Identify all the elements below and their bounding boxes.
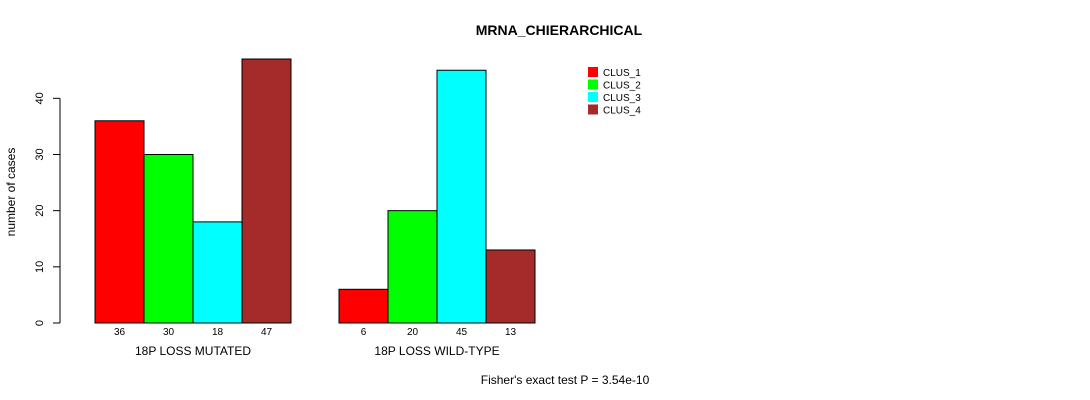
legend-label: CLUS_2 [603,81,641,92]
bar-value-label: 47 [261,327,273,338]
bar-value-label: 45 [456,327,468,338]
bar-clus-1-group-2 [338,288,389,324]
bar-clus-4-group-2 [485,249,536,324]
fisher-test-footnote: Fisher's exact test P = 3.54e-10 [481,373,650,387]
legend-swatch-clus-1 [588,67,598,77]
y-axis: 0 10 20 30 40 [34,92,61,326]
group-label: 18P LOSS WILD-TYPE [374,344,499,358]
legend-swatch-clus-4 [588,104,598,115]
y-tick-label: 20 [34,205,46,217]
bar-clus-3-group-1 [192,221,243,324]
legend-label: CLUS_3 [603,93,641,104]
legend-label: CLUS_4 [603,106,641,117]
group-label: 18P LOSS MUTATED [135,344,251,358]
group-labels: 18P LOSS MUTATED 18P LOSS WILD-TYPE [135,344,500,358]
bar-value-label: 18 [212,327,224,338]
bar-clus-4-group-1 [241,58,292,324]
bar-value-label: 36 [114,327,126,338]
bar-value-label: 20 [407,327,419,338]
y-tick-label: 30 [34,148,46,160]
bar-value-label: 30 [163,327,175,338]
legend-swatch-clus-3 [588,92,598,102]
chart-title: MRNA_CHIERARCHICAL [476,22,643,38]
y-tick-label: 10 [34,261,46,273]
bar-clus-1-group-1 [94,120,145,324]
bar-clus-3-group-2 [436,69,487,324]
bar-clus-2-group-2 [387,210,438,324]
bars: 36 30 18 47 6 20 45 13 [94,58,536,338]
legend-label: CLUS_1 [603,68,641,79]
y-tick-label: 40 [34,92,46,104]
legend-swatch-clus-2 [588,79,598,90]
bar-value-label: 6 [361,327,367,338]
bar-value-label: 13 [505,327,517,338]
y-tick-label: 0 [34,320,46,326]
bar-clus-2-group-1 [143,153,194,324]
y-axis-label: number of cases [4,148,18,237]
